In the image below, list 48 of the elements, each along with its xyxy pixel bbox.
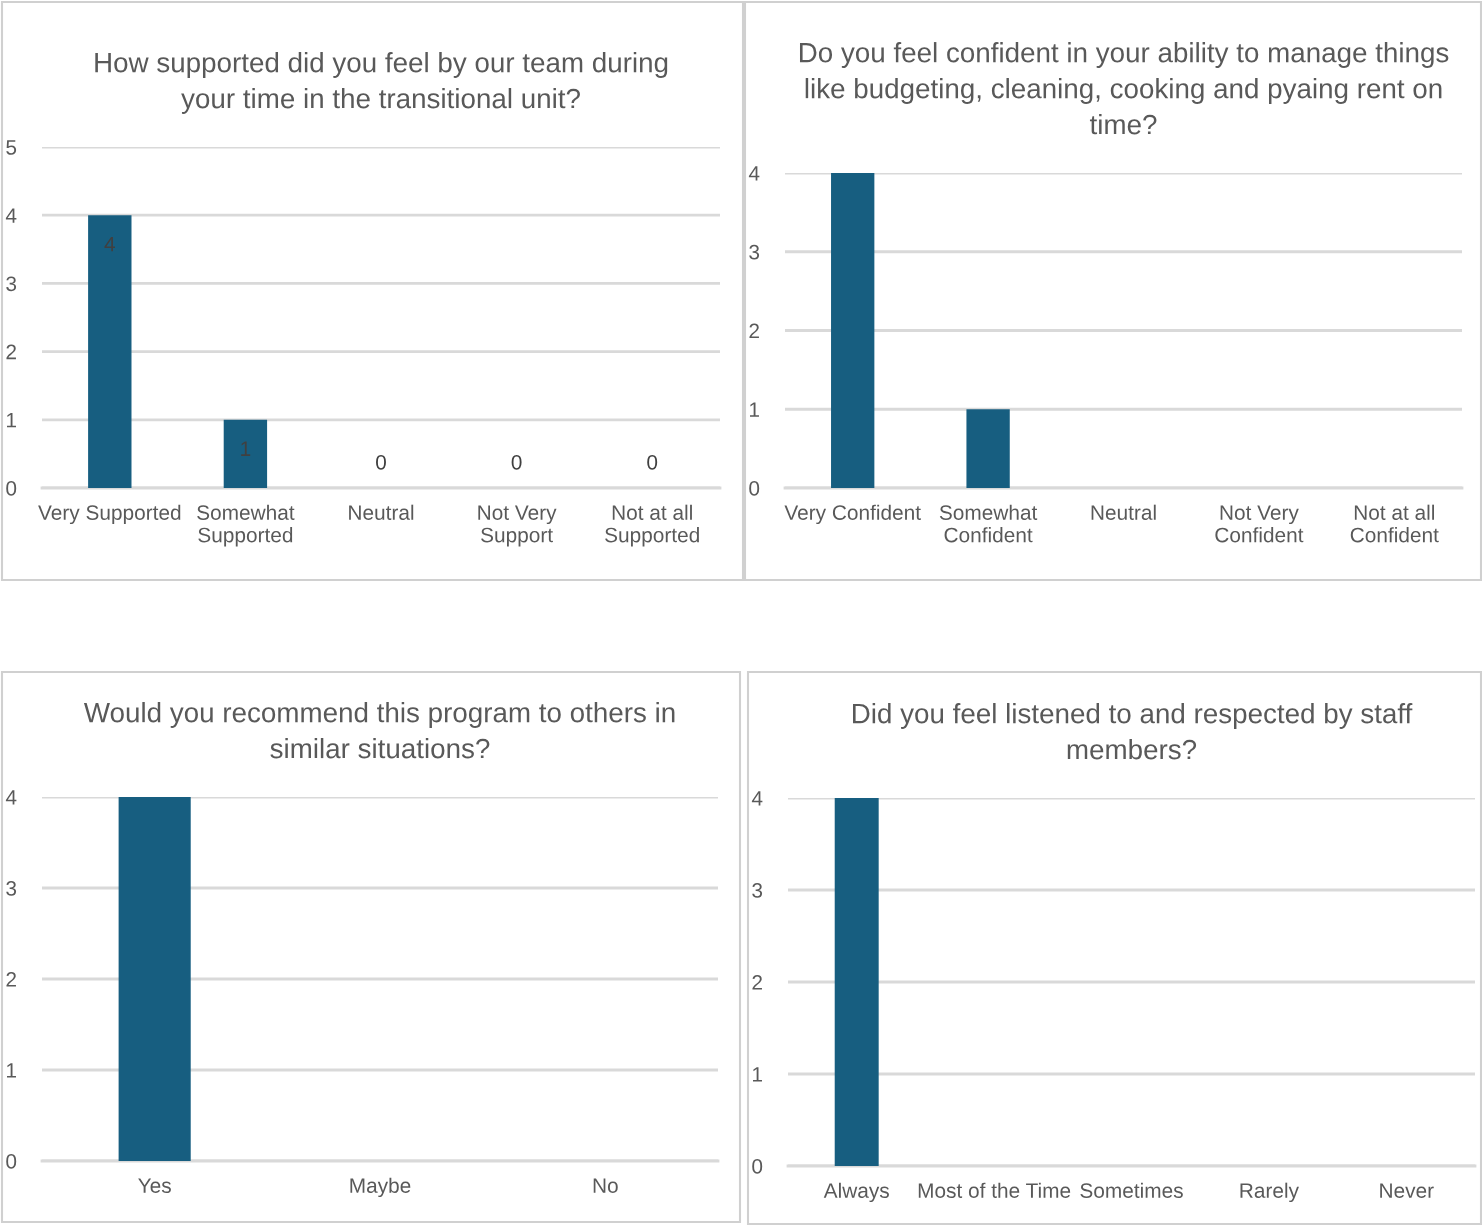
y-tick-label: 1 (753, 1067, 762, 1082)
chart-title: Did you feel listened to and respected by staff members? (853, 703, 1413, 760)
y-tick-label: 1 (7, 1063, 16, 1078)
x-tick-label: Not Very Confident (1215, 505, 1304, 543)
x-tick-label: Somewhat Supported (197, 504, 295, 547)
y-tick-label: 0 (749, 481, 760, 496)
data-label: 4 (104, 236, 115, 252)
y-tick-label: 3 (752, 883, 763, 898)
y-tick-label: 2 (6, 344, 16, 360)
x-tick-label: Most of the Time (918, 1182, 1071, 1198)
y-tick-label: 0 (752, 1159, 763, 1174)
x-tick-label: Maybe (350, 1177, 411, 1198)
x-tick-label: Somewhat Confident (939, 504, 1038, 543)
y-tick-label: 2 (6, 972, 16, 987)
x-tick-label: No (593, 1178, 618, 1193)
x-tick-label: Never (1380, 1183, 1434, 1198)
x-tick-label: Not Very Support (478, 505, 557, 547)
y-tick-label: 1 (7, 413, 16, 428)
data-label: 1 (241, 441, 251, 456)
y-tick-label: 4 (751, 791, 763, 806)
data-label: 0 (511, 454, 522, 470)
chart-title: Would you recommend this program to others in similar situations? (83, 702, 675, 759)
x-tick-label: Very Confident (784, 504, 921, 525)
x-tick-label: Very Supported (38, 504, 181, 525)
y-tick-label: 0 (6, 481, 17, 496)
x-tick-label: Rarely (1240, 1182, 1299, 1203)
x-tick-label: Neutral (1091, 504, 1156, 520)
y-tick-label: 1 (750, 402, 759, 417)
y-tick-label: 2 (749, 323, 759, 339)
y-tick-label: 5 (6, 140, 17, 155)
x-tick-label: Not at all Supported (605, 504, 699, 547)
x-tick-label: Always (823, 1182, 889, 1203)
y-tick-label: 4 (748, 166, 760, 181)
y-tick-label: 4 (5, 790, 17, 805)
y-tick-label: 2 (752, 975, 762, 990)
x-tick-label: Sometimes (1080, 1182, 1183, 1198)
y-tick-label: 4 (5, 208, 17, 223)
chart-title: Do you feel confident in your ability to manage things like budgeting, cleaning, cooking and pyaing rent on time? (799, 42, 1449, 135)
y-tick-label: 3 (749, 244, 760, 260)
chart-title: How supported did you feel by our team during your time in the transitional unit? (95, 52, 668, 114)
data-label: 0 (647, 454, 658, 470)
y-tick-label: 3 (6, 881, 17, 896)
x-tick-label: Not at all Confident (1350, 504, 1439, 543)
y-tick-label: 0 (6, 1154, 17, 1169)
x-tick-label: Yes (138, 1178, 171, 1193)
data-label: 0 (376, 454, 386, 470)
y-tick-label: 3 (6, 276, 17, 292)
x-tick-label: Neutral (349, 504, 414, 520)
